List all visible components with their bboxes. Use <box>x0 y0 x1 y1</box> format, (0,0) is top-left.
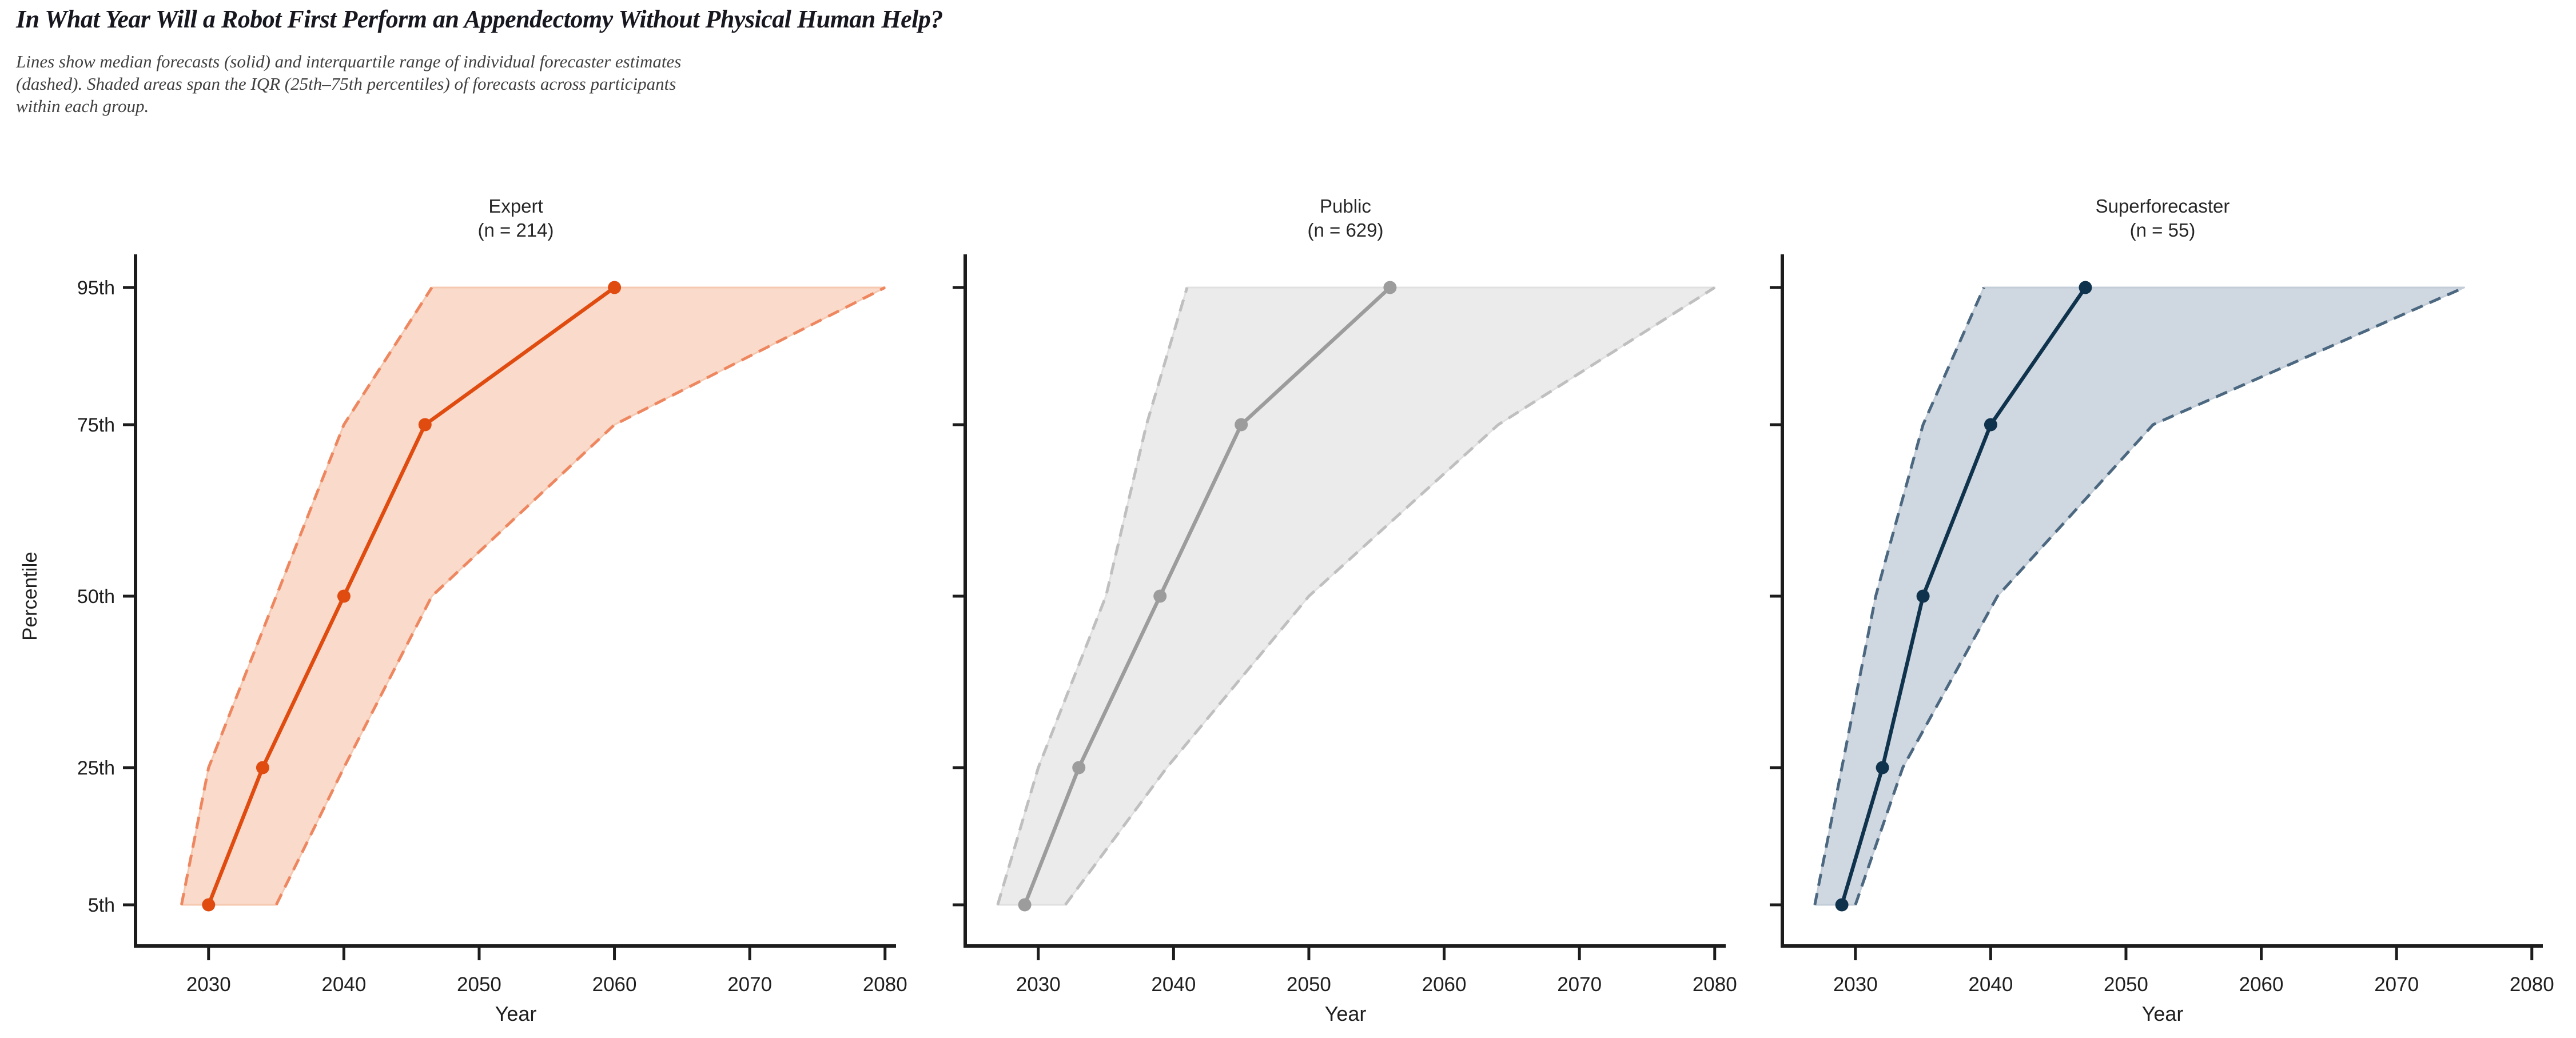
y-tick-label: 50th <box>77 586 115 608</box>
x-tick-label: 2030 <box>186 973 231 996</box>
median-point <box>1835 898 1849 912</box>
x-tick-label: 2040 <box>1151 973 1196 996</box>
x-axis-label: Year <box>495 1002 537 1025</box>
median-point <box>202 898 216 912</box>
x-tick-label: 2050 <box>457 973 501 996</box>
x-tick-label: 2050 <box>1287 973 1331 996</box>
median-point <box>608 281 622 294</box>
iqr-upper-dashed-line <box>1854 286 2465 905</box>
iqr-lower-dashed-line <box>1813 286 1985 905</box>
y-tick-label: 95th <box>77 277 115 299</box>
panel-title-group: Public <box>1320 195 1371 217</box>
x-tick-label: 2080 <box>2510 973 2554 996</box>
median-point <box>1018 898 1032 912</box>
iqr-band <box>1814 286 2465 906</box>
x-tick-label: 2060 <box>592 973 637 996</box>
x-tick-label: 2060 <box>1422 973 1467 996</box>
iqr-lower-dashed-line <box>996 287 1189 905</box>
median-point <box>1153 589 1167 603</box>
x-tick-label: 2030 <box>1833 973 1878 996</box>
x-tick-label: 2040 <box>1968 973 2013 996</box>
iqr-band <box>180 286 886 906</box>
median-point <box>1072 761 1086 774</box>
panel-title-n: (n = 214) <box>478 219 554 241</box>
chart-title: In What Year Will a Robot First Perform … <box>16 5 943 33</box>
median-point <box>256 761 269 774</box>
x-tick-label: 2080 <box>1693 973 1737 996</box>
axes-spines <box>1781 254 2543 948</box>
median-point <box>1916 589 1930 603</box>
y-axis-label: Percentile <box>19 552 41 641</box>
panel-title-n: (n = 55) <box>2130 219 2196 241</box>
panel-superforecaster: 2030 2040 2050 2060 2070 2080 Superforecaster(… <box>1770 195 2554 1025</box>
chart-subtitle: Lines show median forecasts (solid) and … <box>16 51 682 117</box>
chart-figure: 2030 2040 2050 2060 2070 2080 5th 25th 50th 75th 9… <box>0 189 2576 1035</box>
median-point <box>1984 418 1997 432</box>
x-axis-label: Year <box>2142 1002 2184 1025</box>
median-point <box>1235 418 1248 432</box>
x-tick-label: 2030 <box>1016 973 1061 996</box>
x-tick-label: 2070 <box>727 973 772 996</box>
axes-spines <box>134 254 896 948</box>
forecast-panels-svg: 2030 2040 2050 2060 2070 2080 5th 25th 50th 75th 9… <box>19 195 2554 1025</box>
iqr-upper-dashed-line <box>1064 286 1716 906</box>
axes-spines <box>963 254 1726 948</box>
panel-title-group: Expert <box>488 195 543 217</box>
x-tick-label: 2050 <box>2104 973 2148 996</box>
y-tick-label: 75th <box>77 414 115 436</box>
median-point <box>337 589 351 603</box>
x-tick-label: 2070 <box>2374 973 2419 996</box>
x-tick-label: 2070 <box>1557 973 1602 996</box>
x-tick-label: 2040 <box>321 973 366 996</box>
panel-expert: 2030 2040 2050 2060 2070 2080 5th 25th 50th 75th 9… <box>77 195 907 1025</box>
median-point <box>418 418 432 432</box>
x-tick-label: 2080 <box>863 973 907 996</box>
median-point <box>1876 761 1889 774</box>
panel-public: 2030 2040 2050 2060 2070 2080 Public(n = 629) Y… <box>953 195 1737 1025</box>
x-tick-label: 2060 <box>2239 973 2284 996</box>
iqr-upper-dashed-line <box>274 286 886 906</box>
iqr-band <box>997 286 1716 906</box>
median-point <box>1383 281 1397 294</box>
y-tick-label: 5th <box>88 895 115 916</box>
panel-title-group: Superforecaster <box>2096 195 2230 217</box>
x-axis-label: Year <box>1325 1002 1367 1025</box>
panel-title-n: (n = 629) <box>1308 219 1384 241</box>
median-point <box>2079 281 2092 294</box>
y-tick-label: 25th <box>77 757 115 779</box>
